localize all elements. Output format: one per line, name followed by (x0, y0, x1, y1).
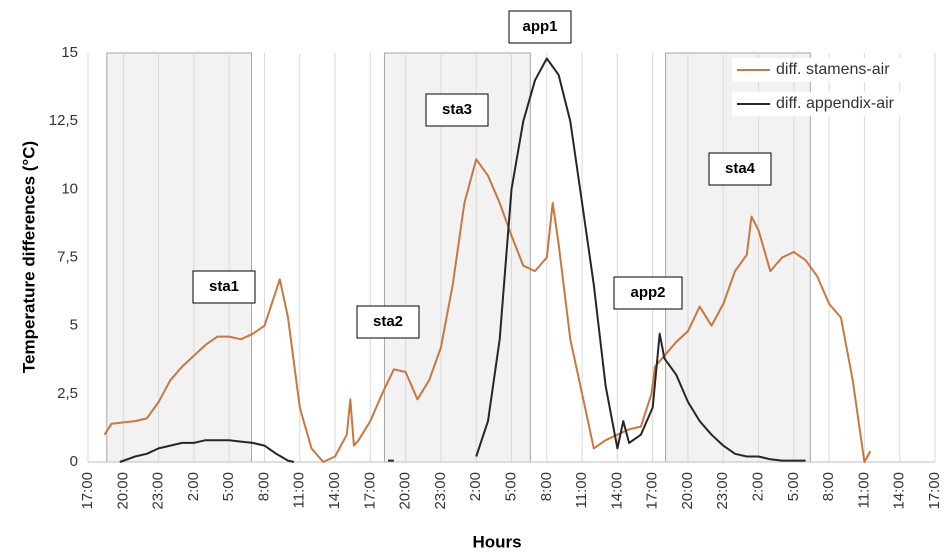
x-axis-label: Hours (472, 532, 521, 551)
y-tick-label: 12,5 (49, 112, 78, 129)
data-line (103, 158, 872, 463)
x-tick-label: 11:00 (291, 472, 308, 508)
x-tick-label: 23:00 (432, 472, 449, 510)
legend-label: diff. stamens-air (776, 61, 890, 78)
x-tick-label: 2:00 (750, 472, 767, 501)
annotation-box (425, 93, 489, 127)
shaded-region (665, 52, 811, 463)
x-tick-label: 14:00 (608, 472, 625, 510)
x-tick-label: 2:00 (467, 472, 484, 501)
annotation: app2 (630, 284, 665, 301)
x-tick-label: 5:00 (220, 472, 237, 501)
annotation-box (708, 152, 772, 186)
x-tick-label: 2:00 (185, 472, 202, 501)
x-tick-label: 5:00 (502, 472, 519, 501)
x-tick-label: 11:00 (855, 472, 872, 508)
annotation: sta4 (725, 160, 756, 177)
annotation-box (356, 305, 420, 339)
x-tick-label: 20:00 (679, 472, 696, 510)
y-tick-label: 5 (70, 317, 78, 334)
shaded-region (106, 52, 253, 463)
x-tick-label: 17:00 (926, 472, 943, 510)
annotation: sta2 (373, 313, 403, 330)
x-tick-label: 14:00 (891, 472, 908, 510)
x-tick-label: 17:00 (79, 472, 96, 510)
x-tick-label: 23:00 (714, 472, 731, 510)
x-tick-label: 23:00 (150, 472, 167, 510)
x-tick-label: 11:00 (573, 472, 590, 508)
y-tick-label: 15 (61, 44, 78, 61)
data-line (119, 57, 806, 463)
y-tick-label: 10 (61, 180, 78, 197)
y-axis-label: Temperature differences (°C) (19, 141, 38, 373)
x-tick-label: 5:00 (785, 472, 802, 501)
x-tick-label: 8:00 (820, 472, 837, 501)
annotation-box (613, 276, 683, 310)
x-tick-label: 14:00 (326, 472, 343, 510)
annotation: app1 (522, 18, 557, 35)
x-tick-label: 8:00 (538, 472, 555, 501)
x-tick-label: 17:00 (644, 472, 661, 510)
x-tick-label: 17:00 (361, 472, 378, 510)
y-tick-label: 7,5 (57, 248, 78, 265)
y-tick-label: 2,5 (57, 385, 78, 402)
x-tick-label: 20:00 (397, 472, 414, 510)
x-tick-label: 8:00 (255, 472, 272, 501)
y-tick-label: 0 (70, 453, 78, 470)
annotation-box (192, 270, 256, 304)
annotation-box (508, 10, 572, 44)
legend-label: diff. appendix-air (776, 95, 895, 112)
annotation: sta3 (442, 101, 472, 118)
x-tick-label: 20:00 (114, 472, 131, 510)
annotation: sta1 (209, 278, 239, 295)
